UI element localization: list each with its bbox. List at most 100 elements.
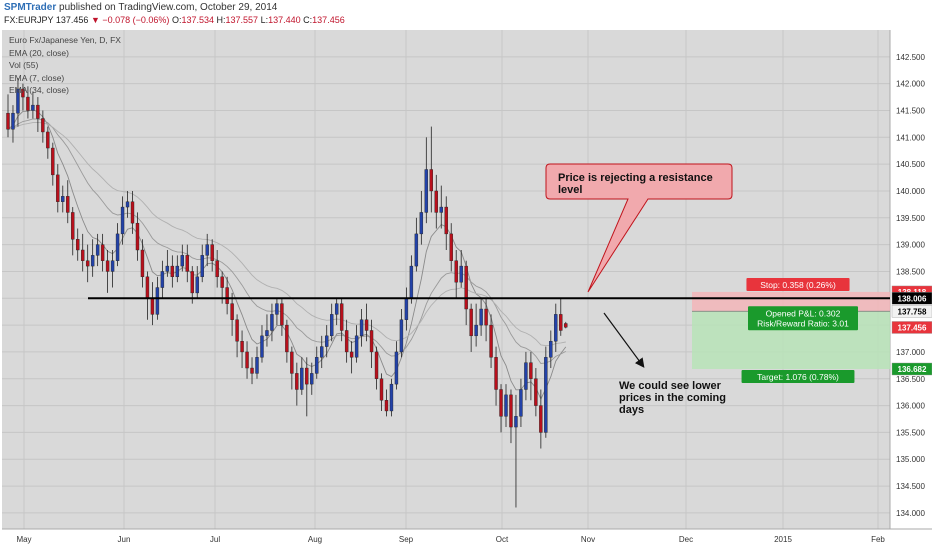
legend-ema-7[interactable]: EMA (7, close)	[9, 72, 65, 83]
candle-body	[339, 303, 344, 331]
publisher-link[interactable]: SPMTrader	[4, 2, 57, 13]
legend-ema-20[interactable]: EMA (20, close)	[9, 47, 69, 58]
legend-volume[interactable]: Vol (55)	[9, 60, 39, 70]
candle-body	[130, 201, 135, 224]
candle-body	[120, 206, 125, 235]
price-label-bg	[891, 362, 932, 376]
position-tool[interactable]: Stop: 0.358 (0.26%) Target: 1.076 (0.78%)…	[692, 277, 890, 383]
y-tick-label: 136.000	[896, 402, 925, 411]
x-tick-label: Jun	[118, 535, 131, 544]
risk-reward-label: Risk/Reward Ratio: 3.01	[757, 318, 849, 328]
candle-body	[464, 265, 468, 310]
candle-body	[140, 249, 145, 278]
open-value: 137.534	[181, 15, 215, 25]
candle-body	[424, 169, 429, 213]
close-label: C:	[303, 15, 313, 25]
candle-body	[519, 389, 523, 417]
candle-body	[300, 367, 304, 390]
candle-body	[175, 265, 180, 278]
candle-body	[444, 206, 448, 235]
candle-body	[524, 362, 528, 390]
price-label-bg	[891, 305, 932, 318]
candle-body	[230, 303, 234, 320]
candle-body	[61, 196, 65, 202]
candle-body	[474, 324, 478, 337]
y-axis: 142.500 142.000 141.500 141.000 140.500 140.0…	[891, 53, 932, 518]
y-tick-label: 135.500	[896, 428, 925, 437]
candle-body	[305, 367, 309, 385]
x-tick-label: May	[16, 535, 31, 544]
candle-body	[434, 190, 438, 213]
low-value: 137.440	[268, 15, 301, 25]
y-tick-label: 139.500	[896, 214, 925, 223]
target-badge: Target: 1.076 (0.78%)	[757, 372, 839, 382]
candle-body	[145, 276, 150, 299]
x-tick-label: Sep	[399, 535, 414, 544]
candle-body	[295, 373, 299, 390]
candle-body	[6, 112, 10, 130]
candle-body	[330, 314, 334, 337]
candle-body	[210, 244, 214, 261]
legend-instrument[interactable]: Euro Fx/Japanese Yen, D, FX	[9, 35, 121, 45]
annotation-shapes	[88, 163, 890, 368]
candle-body	[170, 265, 175, 278]
candle-body	[280, 303, 284, 326]
candle-body	[115, 233, 120, 261]
candle-body	[265, 330, 269, 337]
candle-body	[504, 394, 508, 417]
legend-ema-34[interactable]: EMA (34, close)	[9, 85, 69, 95]
y-tick-label: 140.000	[896, 187, 925, 196]
callout-text: Price is rejecting a resistance level	[558, 172, 713, 196]
price-label: 137.758	[898, 307, 927, 316]
candle-body	[41, 118, 45, 133]
candle-body	[150, 298, 155, 315]
candle-body	[66, 196, 70, 213]
plot-area	[2, 30, 890, 529]
candle-body	[454, 260, 458, 283]
candle-body	[285, 324, 289, 353]
stop-badge-bg	[746, 277, 850, 291]
candle-body	[71, 212, 75, 240]
candle-body	[16, 88, 20, 114]
price-label-bg	[891, 321, 932, 334]
x-tick-label: Aug	[308, 535, 322, 544]
candle-body	[110, 260, 115, 272]
candle-body	[290, 351, 294, 374]
close-value: 137.456	[312, 15, 345, 25]
published-text: published on TradingView.com, October 29…	[56, 2, 278, 13]
candle-body	[529, 362, 533, 379]
x-tick-label: Dec	[679, 535, 693, 544]
open-label: O:	[171, 15, 182, 25]
candle-body	[494, 357, 498, 390]
candle-body	[364, 319, 369, 331]
candle-body	[180, 255, 185, 267]
candle-body	[369, 330, 374, 353]
candle-body	[409, 265, 414, 299]
candle-body	[419, 212, 424, 235]
candle-body	[334, 303, 339, 315]
y-tick-label: 137.000	[896, 348, 925, 357]
pnl-badge-bg	[748, 306, 858, 331]
projection-arrow	[603, 312, 645, 368]
candle-body	[270, 314, 274, 331]
candle-body	[479, 308, 483, 326]
candle-body	[534, 378, 538, 406]
y-tick-label: 135.000	[896, 455, 925, 464]
candle-body	[56, 174, 60, 202]
candle-body	[384, 400, 389, 412]
candles	[6, 78, 568, 508]
y-tick-label: 134.500	[896, 482, 925, 491]
candle-body	[225, 287, 229, 304]
candle-body	[554, 314, 558, 342]
candle-body	[414, 233, 419, 267]
candle-body	[245, 351, 249, 369]
y-tick-label: 136.500	[896, 375, 925, 384]
down-arrow-icon: ▼	[90, 15, 100, 25]
target-badge-bg	[741, 369, 855, 383]
price-label: 136.682	[898, 365, 927, 374]
candle-body	[404, 298, 409, 320]
candle-body	[95, 244, 100, 256]
candle-body	[344, 330, 349, 353]
candle-body	[484, 308, 488, 326]
